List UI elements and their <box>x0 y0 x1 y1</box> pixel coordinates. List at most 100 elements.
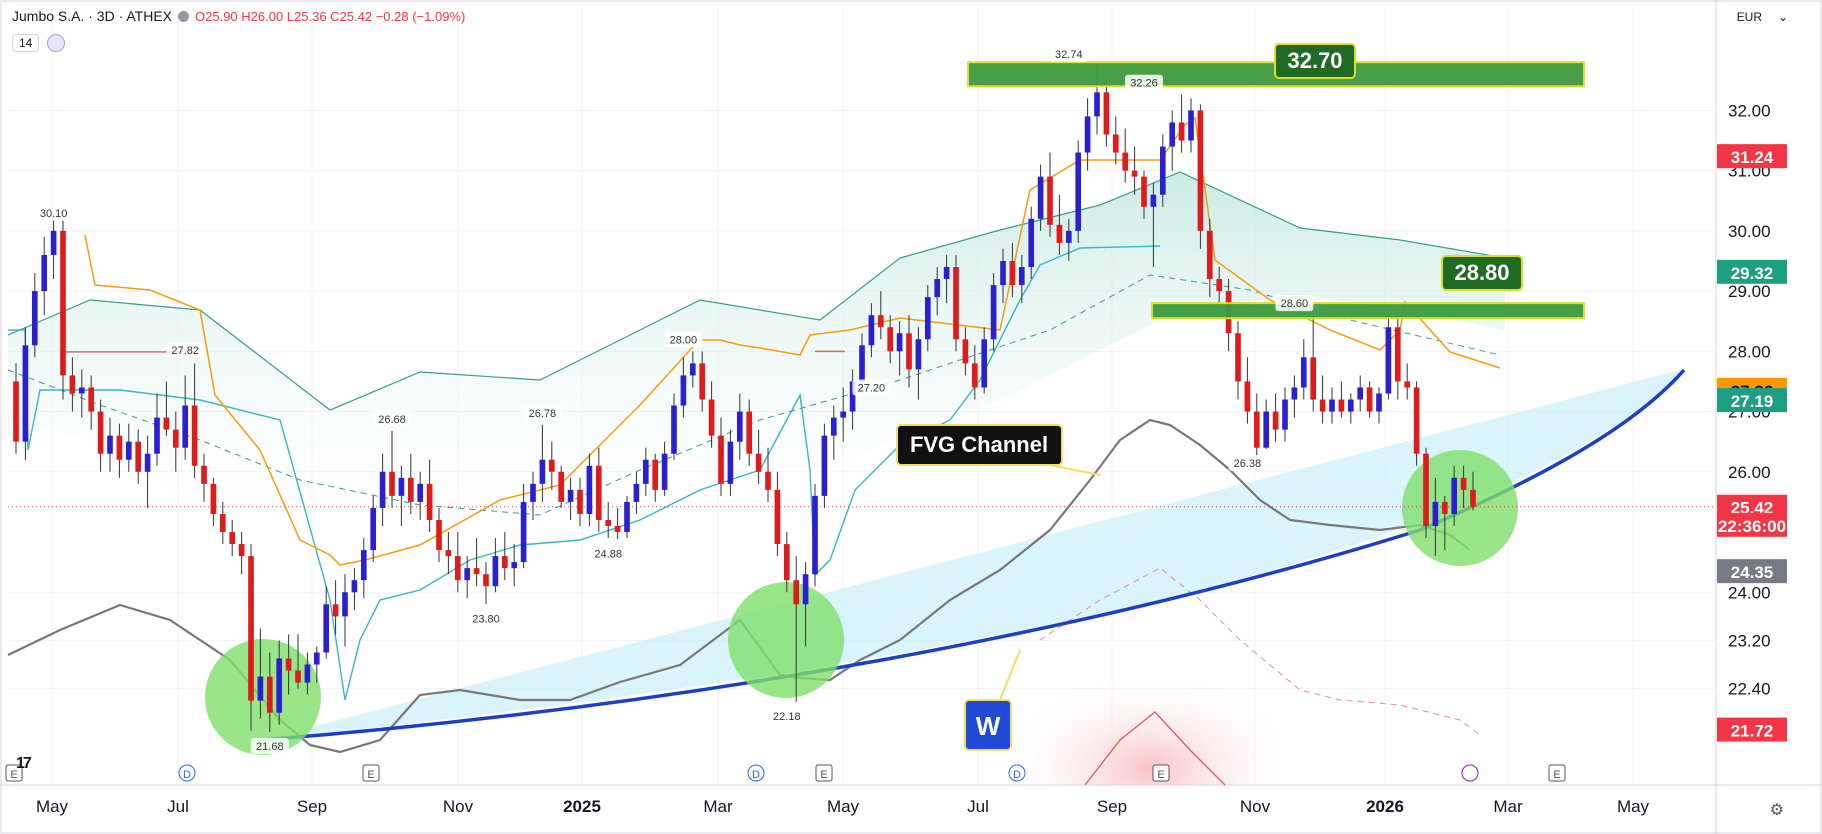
candle-body <box>257 676 264 701</box>
candle-body <box>1047 176 1053 225</box>
candle-body <box>1338 399 1345 412</box>
price-annotation-bg <box>589 545 628 562</box>
price-annotation-bg <box>767 707 806 724</box>
candle-body <box>971 363 978 388</box>
chevron-down-icon[interactable]: ⌄ <box>1777 10 1788 24</box>
candle-body <box>1112 134 1119 153</box>
callout-pointer <box>999 649 1021 701</box>
candle-body <box>765 471 771 490</box>
candle-body <box>906 333 912 370</box>
earnings-marker-icon <box>5 764 23 782</box>
candle-body <box>1206 230 1213 280</box>
x-tick-label: Jul <box>967 797 989 816</box>
price-annotation-bg <box>34 204 73 221</box>
candle-body <box>1056 224 1063 243</box>
refresh-icon[interactable] <box>47 34 66 52</box>
price-annotation-bg <box>1049 45 1088 62</box>
candle-body <box>605 519 612 526</box>
dividend-marker-icon <box>747 764 765 782</box>
candle-body <box>219 513 226 533</box>
pivot-highlight-circle <box>1402 450 1518 566</box>
candle-body <box>370 507 377 551</box>
candle-body <box>859 345 865 382</box>
symbol-header: Jumbo S.A. · 3D · ATHEX O25.90 H26.00 L2… <box>12 8 465 24</box>
candle-body <box>1028 218 1035 267</box>
candle-body <box>210 483 217 514</box>
candle-body <box>1291 387 1298 400</box>
candle-body <box>13 381 19 442</box>
candle-body <box>285 658 292 671</box>
candle-body <box>1423 453 1429 526</box>
price-annotation: 28.60 <box>1281 298 1309 310</box>
x-tick-label: 2025 <box>563 797 601 816</box>
x-tick-label: May <box>827 797 860 816</box>
candle-body <box>276 658 283 713</box>
candle-body <box>755 453 762 472</box>
y-tick-label: 26.00 <box>1728 463 1771 482</box>
candle-body <box>454 556 461 581</box>
price-tag-bg <box>1717 559 1787 584</box>
price-tag-bg <box>1717 388 1787 413</box>
candle-body <box>125 441 132 460</box>
candle-body <box>1376 393 1382 412</box>
candle-body <box>60 230 66 376</box>
candle-body <box>520 501 527 563</box>
candle-body <box>41 254 48 292</box>
candle-body <box>783 544 790 581</box>
candle-body <box>445 550 452 557</box>
candle-body <box>558 471 565 502</box>
x-tick-label: May <box>36 797 69 816</box>
candle-body <box>417 483 424 502</box>
price-tag-bg <box>1717 144 1787 169</box>
candle-body <box>793 580 800 605</box>
candle-body <box>567 489 574 502</box>
candle-body <box>1347 399 1354 412</box>
candle-body <box>492 556 499 587</box>
price-annotation-bg <box>1275 295 1314 312</box>
candle-body <box>746 411 753 454</box>
symbol-title[interactable]: Jumbo S.A. · 3D · ATHEX <box>12 8 173 24</box>
candle-body <box>97 411 104 454</box>
indicator-period-button[interactable]: 14 <box>12 34 40 52</box>
candle-body <box>633 483 640 502</box>
price-tag: 24.35 <box>1731 563 1774 582</box>
candle-body <box>172 429 179 448</box>
candle-body <box>464 568 471 581</box>
candle-body <box>736 411 743 442</box>
price-tag-bg <box>1717 512 1787 537</box>
x-tick-label: 2026 <box>1366 797 1404 816</box>
earnings-marker-icon <box>1548 764 1566 782</box>
market-status-icon <box>178 10 190 22</box>
w-pattern-callout: W <box>964 649 1021 751</box>
price-annotation-bg <box>373 410 411 427</box>
callout-text: W <box>976 711 1001 741</box>
price-annotation-bg <box>1125 74 1163 91</box>
price-annotation: 26.68 <box>378 414 406 426</box>
candle-body <box>718 435 724 484</box>
candle-body <box>548 459 555 472</box>
candle-body <box>1310 357 1317 400</box>
currency-selector[interactable]: EUR <box>1736 10 1762 24</box>
candle-body <box>1441 501 1448 514</box>
candle-body <box>1300 357 1307 388</box>
candle-body <box>78 387 85 394</box>
price-tag-bg <box>1717 259 1787 284</box>
price-annotation: 28.00 <box>670 334 698 346</box>
price-tag: 31.24 <box>1731 148 1774 167</box>
candle-body <box>934 279 941 298</box>
candle-body <box>266 676 273 713</box>
candle-body <box>812 495 818 575</box>
candle-body <box>201 465 207 484</box>
candle-body <box>107 435 113 454</box>
candle-body <box>1141 176 1147 207</box>
trend-curve-line <box>261 368 1686 742</box>
candle-body <box>50 230 57 255</box>
candle-body <box>680 375 687 406</box>
candle-body <box>943 267 950 280</box>
candle-body <box>1094 92 1100 117</box>
candle-body <box>868 315 875 346</box>
gear-icon[interactable]: ⚙ <box>1769 802 1784 819</box>
price-annotation: 27.20 <box>858 383 886 395</box>
